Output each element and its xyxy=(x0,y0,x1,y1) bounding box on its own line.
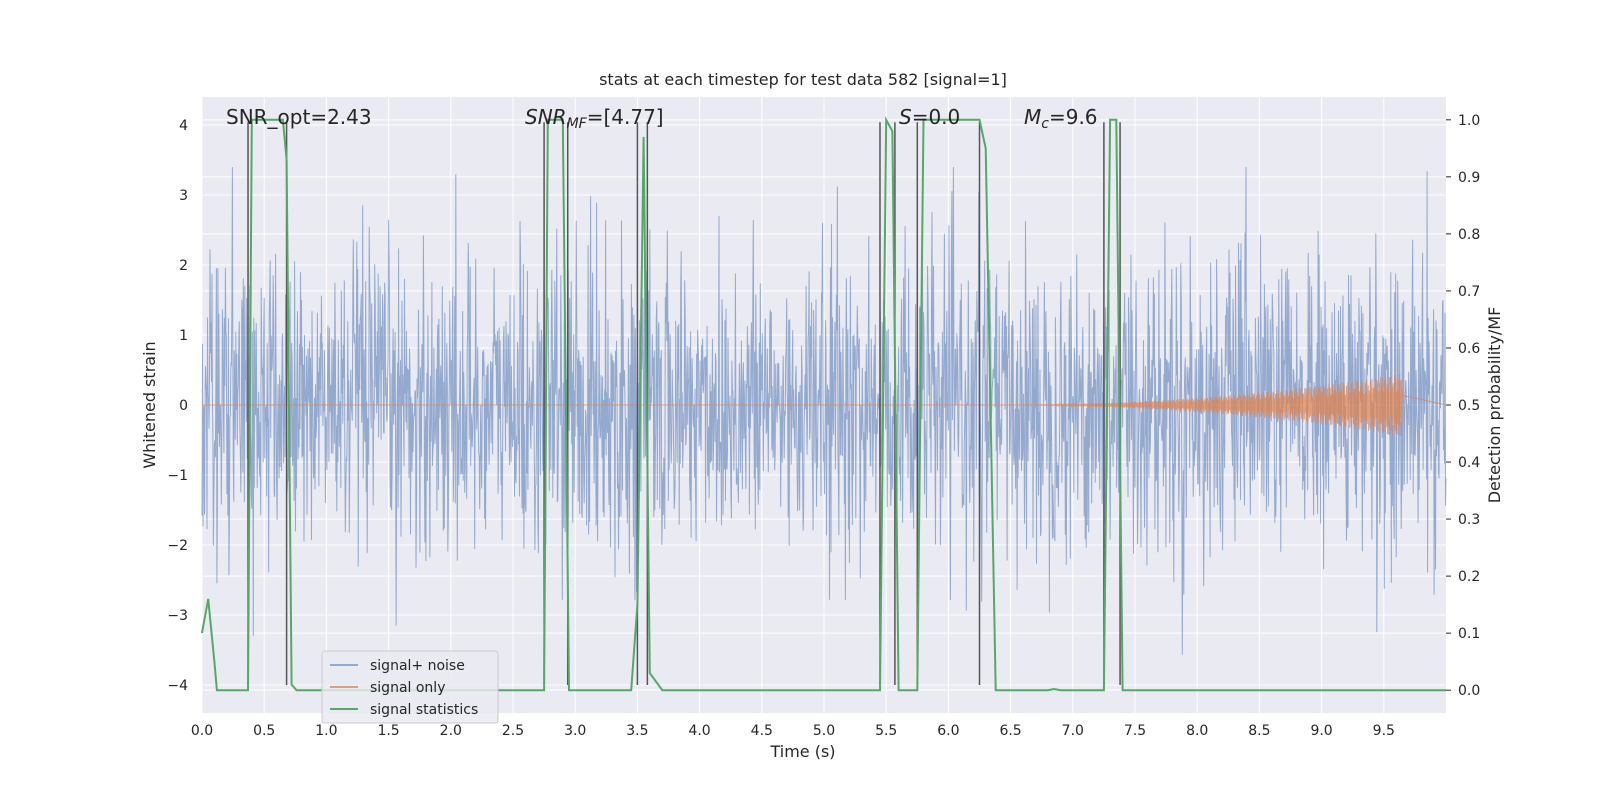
x-tick-label: 1.5 xyxy=(377,723,399,739)
x-tick-label: 1.0 xyxy=(315,723,337,739)
series-signal-only xyxy=(202,373,1447,436)
x-tick-label: 2.5 xyxy=(502,723,524,739)
chart-title: stats at each timestep for test data 582… xyxy=(599,70,1007,89)
signal-only-line xyxy=(202,373,1447,436)
annotation-snr-mf-sub: MF xyxy=(567,116,588,132)
x-axis-label: Time (s) xyxy=(769,742,835,761)
x-tick-label: 7.0 xyxy=(1062,723,1084,739)
annotation-mc: Mc=9.6 xyxy=(1024,105,1098,132)
y-right-tick-label: 0.0 xyxy=(1458,683,1480,699)
x-tick-label: 5.0 xyxy=(813,723,835,739)
x-tick-label: 4.0 xyxy=(688,723,710,739)
legend-label-signal-statistics: signal statistics xyxy=(370,702,478,718)
y-tick-label: 1 xyxy=(179,328,188,344)
x-tick-label: 0.5 xyxy=(253,723,275,739)
series-signal-statistics xyxy=(201,115,1446,692)
y-tick-label: 0 xyxy=(179,398,188,414)
annotation-mc-value: =9.6 xyxy=(1049,105,1098,129)
annotation-s-var: S xyxy=(899,105,912,129)
x-tick-label: 2.0 xyxy=(440,723,462,739)
legend-label-signal-plus-noise: signal+ noise xyxy=(370,658,465,674)
legend-box xyxy=(321,650,499,724)
x-tick-label: 3.5 xyxy=(626,723,648,739)
annotation-mc-sub: c xyxy=(1041,116,1049,132)
annotation-snr-opt: SNR_opt=2.43 xyxy=(226,105,372,129)
y-tick-label: −3 xyxy=(167,608,188,624)
x-tick-label: 8.5 xyxy=(1248,723,1270,739)
y-right-axis-label: Detection probability/MF xyxy=(1485,307,1504,504)
y-right-tick-label: 1.0 xyxy=(1458,113,1480,129)
y-right-axis-ticks: 0.0 0.1 0.2 0.3 0.4 0.5 0.6 0.7 0.8 0.9 1.0 xyxy=(1446,113,1480,699)
annotation-s-value: =0.0 xyxy=(912,105,961,129)
y-tick-label: 3 xyxy=(179,188,188,204)
x-tick-label: 9.0 xyxy=(1310,723,1332,739)
x-tick-label: 4.5 xyxy=(751,723,773,739)
x-tick-label: 8.0 xyxy=(1186,723,1208,739)
y-tick-label: 4 xyxy=(179,118,188,134)
x-tick-label: 6.5 xyxy=(999,723,1021,739)
annotation-snr-mf: SNRMF=[4.77] xyxy=(525,105,664,132)
legend: signal+ noise signal only signal statist… xyxy=(321,650,499,724)
y-right-tick-label: 0.9 xyxy=(1458,170,1480,186)
x-tick-label: 5.5 xyxy=(875,723,897,739)
y-axis-label: Whitened strain xyxy=(140,341,159,468)
y-right-tick-label: 0.4 xyxy=(1458,455,1480,471)
x-tick-label: 0.0 xyxy=(191,723,213,739)
y-right-tick-label: 0.5 xyxy=(1458,398,1480,414)
x-axis-ticks: 0.0 0.5 1.0 1.5 2.0 2.5 3.0 3.5 4.0 4.5 5.0 5.5 6.0 6… xyxy=(191,723,1395,739)
y-right-tick-label: 0.3 xyxy=(1458,512,1480,528)
x-tick-label: 9.5 xyxy=(1373,723,1395,739)
y-tick-label: −1 xyxy=(167,468,188,484)
x-tick-label: 6.0 xyxy=(937,723,959,739)
series-signal-plus-noise xyxy=(201,166,1447,655)
y-tick-label: −4 xyxy=(167,678,188,694)
y-right-tick-label: 0.8 xyxy=(1458,227,1480,243)
y-right-tick-label: 0.2 xyxy=(1458,569,1480,585)
y-right-tick-label: 0.1 xyxy=(1458,626,1480,642)
annotation-snr-mf-var: SNR xyxy=(525,105,567,129)
legend-label-signal-only: signal only xyxy=(370,680,445,696)
annotation-s: S=0.0 xyxy=(899,105,960,129)
y-right-tick-label: 0.7 xyxy=(1458,284,1480,300)
annotation-mc-var: M xyxy=(1024,105,1041,129)
annotation-snr-mf-value: =[4.77] xyxy=(587,105,664,129)
noise-line xyxy=(201,166,1447,655)
y-tick-label: 2 xyxy=(179,258,188,274)
signal-statistics-line xyxy=(201,115,1446,692)
x-tick-label: 3.0 xyxy=(564,723,586,739)
y-axis-ticks: −4 −3 −2 −1 0 1 2 3 4 xyxy=(167,118,188,694)
y-tick-label: −2 xyxy=(167,538,188,554)
y-right-tick-label: 0.6 xyxy=(1458,341,1480,357)
x-tick-label: 7.5 xyxy=(1124,723,1146,739)
